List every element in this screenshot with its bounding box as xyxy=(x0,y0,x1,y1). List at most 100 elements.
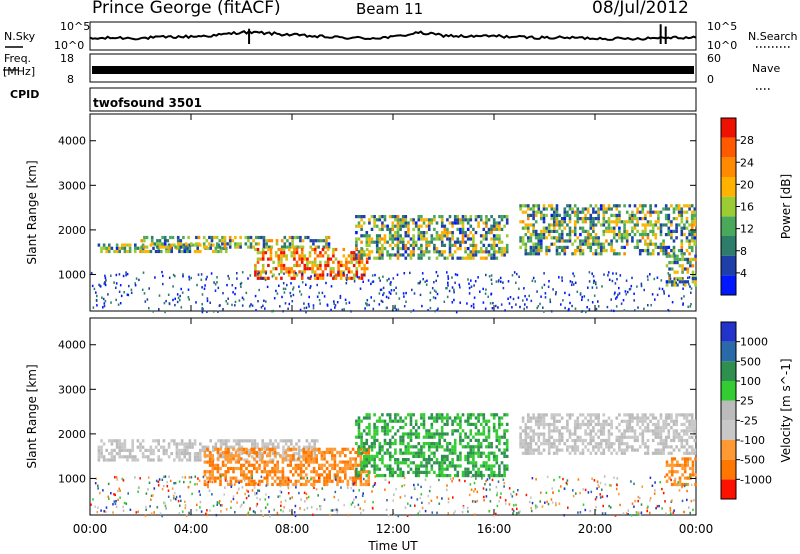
velocity-cell xyxy=(360,464,363,468)
velocity-cell xyxy=(187,485,190,489)
velocity-cell xyxy=(306,506,309,510)
velocity-colorbar-swatch xyxy=(721,440,736,460)
velocity-cell xyxy=(361,494,364,497)
velocity-cell xyxy=(420,416,423,420)
power-cell xyxy=(574,307,577,310)
power-cell xyxy=(213,235,216,240)
velocity-cell xyxy=(485,454,488,458)
power-cell xyxy=(553,242,556,246)
power-cell xyxy=(391,221,395,225)
power-cell xyxy=(422,221,426,225)
velocity-cell xyxy=(555,448,559,452)
velocity-cell xyxy=(537,432,541,436)
velocity-cell xyxy=(505,429,509,433)
velocity-cell xyxy=(492,470,496,474)
velocity-cell xyxy=(349,463,352,467)
power-cell xyxy=(564,306,566,310)
velocity-cell xyxy=(680,435,684,439)
velocity-cell xyxy=(338,470,342,474)
velocity-cell xyxy=(560,416,564,420)
velocity-cell xyxy=(328,450,331,455)
velocity-cell xyxy=(297,439,301,443)
x-tick-label: 00:00 xyxy=(679,522,714,536)
power-cell xyxy=(420,247,423,251)
velocity-cell xyxy=(245,439,249,443)
power-cell xyxy=(383,240,387,244)
velocity-cell xyxy=(485,445,488,449)
velocity-cell xyxy=(152,452,155,456)
velocity-cell xyxy=(530,506,532,510)
velocity-cell xyxy=(673,479,677,483)
velocity-cell xyxy=(693,419,697,423)
power-cell xyxy=(370,215,374,219)
power-cell xyxy=(612,272,614,275)
power-cell xyxy=(179,294,181,298)
velocity-cell xyxy=(194,483,196,486)
velocity-cell xyxy=(409,416,413,420)
power-cell xyxy=(381,300,384,303)
velocity-cell xyxy=(202,475,205,479)
power-cell xyxy=(378,303,381,306)
velocity-cell xyxy=(224,450,227,455)
velocity-cell xyxy=(383,442,387,446)
power-cell xyxy=(545,226,548,230)
velocity-band xyxy=(665,457,697,487)
velocity-cell xyxy=(430,499,433,502)
power-cell xyxy=(555,207,559,211)
power-cell xyxy=(378,215,382,219)
velocity-cell xyxy=(503,470,506,474)
velocity-cell xyxy=(149,445,153,449)
velocity-cell xyxy=(414,432,418,436)
power-cell xyxy=(420,231,423,235)
power-cell xyxy=(625,242,629,246)
velocity-cell xyxy=(122,509,125,512)
velocity-cell xyxy=(243,458,246,462)
power-cell xyxy=(213,281,215,284)
power-cell xyxy=(179,245,183,249)
power-cell xyxy=(291,242,294,246)
power-cell xyxy=(550,204,554,208)
power-cell xyxy=(517,296,520,299)
power-cell xyxy=(614,282,617,285)
power-cell xyxy=(529,207,533,211)
power-cell xyxy=(391,237,395,241)
velocity-cell xyxy=(537,422,541,427)
velocity-cell xyxy=(320,450,324,455)
power-cell xyxy=(160,249,163,254)
power-cell xyxy=(99,284,101,287)
velocity-cell xyxy=(407,502,409,505)
power-cell xyxy=(392,277,395,280)
power-cell xyxy=(292,288,294,291)
velocity-cell xyxy=(527,442,530,446)
power-cell xyxy=(379,288,382,292)
velocity-cell xyxy=(394,413,397,417)
velocity-cell xyxy=(453,442,457,446)
velocity-cell xyxy=(227,460,230,464)
velocity-cell xyxy=(219,439,223,443)
velocity-cell xyxy=(407,464,410,468)
velocity-colorbar-swatch xyxy=(721,459,736,480)
power-cell xyxy=(403,272,406,275)
velocity-cell xyxy=(519,442,522,446)
x-axis-label: Time UT xyxy=(367,539,418,553)
velocity-cell xyxy=(446,454,449,458)
velocity-cell xyxy=(670,466,674,471)
velocity-cell xyxy=(247,494,250,498)
velocity-cell xyxy=(149,448,153,452)
velocity-cell xyxy=(521,442,525,446)
velocity-cell xyxy=(134,476,136,479)
power-cell xyxy=(228,235,232,240)
power-cell xyxy=(453,218,457,222)
velocity-cell xyxy=(325,450,329,455)
velocity-cell xyxy=(372,501,374,504)
velocity-cell xyxy=(227,466,230,471)
power-cell xyxy=(638,210,642,214)
power-cell xyxy=(610,213,613,217)
velocity-cell xyxy=(482,461,486,465)
velocity-cell xyxy=(282,455,285,459)
velocity-cell xyxy=(204,448,207,452)
power-cell xyxy=(382,293,384,297)
velocity-cell xyxy=(94,505,96,508)
power-cell xyxy=(381,227,384,231)
power-cell xyxy=(564,291,566,295)
